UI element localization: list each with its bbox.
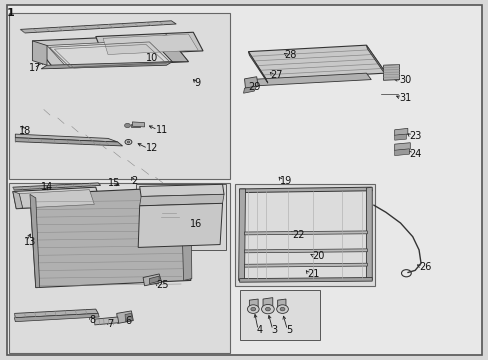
Polygon shape bbox=[32, 41, 47, 65]
Polygon shape bbox=[140, 184, 224, 197]
Polygon shape bbox=[13, 187, 101, 209]
Text: 18: 18 bbox=[19, 126, 31, 135]
Text: 30: 30 bbox=[399, 75, 411, 85]
Polygon shape bbox=[103, 34, 198, 54]
Text: 15: 15 bbox=[108, 178, 120, 188]
Polygon shape bbox=[13, 183, 101, 190]
Text: 26: 26 bbox=[418, 262, 430, 272]
Circle shape bbox=[250, 307, 255, 311]
Polygon shape bbox=[394, 129, 407, 135]
Polygon shape bbox=[20, 21, 176, 33]
Circle shape bbox=[261, 305, 274, 314]
Polygon shape bbox=[140, 194, 224, 206]
Polygon shape bbox=[244, 77, 258, 88]
Polygon shape bbox=[13, 192, 22, 209]
Circle shape bbox=[124, 123, 130, 128]
Polygon shape bbox=[131, 125, 140, 127]
Polygon shape bbox=[263, 298, 272, 307]
Polygon shape bbox=[15, 134, 118, 142]
Polygon shape bbox=[32, 35, 188, 68]
Text: 27: 27 bbox=[269, 70, 282, 80]
Polygon shape bbox=[238, 189, 245, 280]
Polygon shape bbox=[277, 299, 285, 309]
Polygon shape bbox=[117, 311, 133, 323]
Polygon shape bbox=[94, 317, 119, 325]
Text: 11: 11 bbox=[156, 125, 168, 135]
Polygon shape bbox=[30, 187, 190, 288]
Polygon shape bbox=[19, 190, 94, 208]
Polygon shape bbox=[239, 187, 371, 193]
Polygon shape bbox=[152, 35, 188, 62]
Circle shape bbox=[280, 307, 285, 311]
Text: 31: 31 bbox=[399, 93, 411, 103]
Polygon shape bbox=[249, 299, 258, 309]
Text: 9: 9 bbox=[194, 78, 201, 88]
Polygon shape bbox=[248, 73, 370, 86]
Bar bbox=[9, 183, 229, 353]
Polygon shape bbox=[41, 62, 172, 69]
Polygon shape bbox=[14, 314, 99, 321]
Polygon shape bbox=[243, 86, 256, 93]
Text: 19: 19 bbox=[279, 176, 291, 186]
Text: 28: 28 bbox=[284, 50, 296, 60]
Polygon shape bbox=[132, 122, 144, 127]
Polygon shape bbox=[181, 187, 191, 280]
Bar bbox=[136, 184, 226, 250]
Text: 4: 4 bbox=[256, 325, 262, 335]
Polygon shape bbox=[149, 276, 159, 284]
Bar bbox=[234, 184, 374, 286]
Text: 5: 5 bbox=[285, 325, 292, 335]
Polygon shape bbox=[366, 187, 371, 280]
Text: 8: 8 bbox=[89, 315, 95, 325]
Polygon shape bbox=[30, 194, 40, 288]
Text: 7: 7 bbox=[107, 319, 113, 329]
Polygon shape bbox=[383, 64, 399, 80]
Bar bbox=[239, 290, 320, 339]
Text: 20: 20 bbox=[311, 251, 324, 261]
Text: 1: 1 bbox=[6, 8, 14, 18]
Text: 2: 2 bbox=[131, 176, 137, 186]
Text: 29: 29 bbox=[248, 82, 260, 93]
Polygon shape bbox=[239, 278, 371, 282]
Polygon shape bbox=[244, 263, 366, 267]
Text: 21: 21 bbox=[306, 269, 319, 279]
Polygon shape bbox=[366, 45, 386, 77]
Polygon shape bbox=[244, 249, 366, 253]
Polygon shape bbox=[47, 40, 172, 67]
Polygon shape bbox=[394, 149, 408, 156]
Circle shape bbox=[247, 305, 259, 314]
Polygon shape bbox=[248, 45, 385, 80]
Text: 17: 17 bbox=[29, 63, 41, 73]
Circle shape bbox=[276, 305, 288, 314]
Polygon shape bbox=[143, 274, 161, 286]
Text: 12: 12 bbox=[146, 143, 158, 153]
Polygon shape bbox=[96, 32, 203, 55]
Polygon shape bbox=[138, 203, 222, 247]
Polygon shape bbox=[394, 134, 406, 140]
Polygon shape bbox=[14, 309, 98, 318]
Text: 23: 23 bbox=[408, 131, 421, 141]
Text: 13: 13 bbox=[24, 237, 36, 247]
Polygon shape bbox=[15, 138, 122, 146]
Text: 16: 16 bbox=[189, 219, 202, 229]
Text: 24: 24 bbox=[408, 149, 421, 159]
Polygon shape bbox=[244, 231, 366, 235]
Circle shape bbox=[265, 307, 270, 311]
Text: 6: 6 bbox=[125, 316, 131, 325]
Text: 3: 3 bbox=[271, 325, 277, 335]
Text: 22: 22 bbox=[292, 230, 304, 239]
Text: 25: 25 bbox=[156, 280, 168, 290]
Text: 10: 10 bbox=[146, 53, 158, 63]
Polygon shape bbox=[248, 51, 267, 83]
Text: 14: 14 bbox=[41, 182, 53, 192]
Circle shape bbox=[127, 141, 130, 143]
Bar bbox=[9, 13, 229, 179]
Polygon shape bbox=[125, 314, 132, 321]
Polygon shape bbox=[394, 143, 409, 150]
